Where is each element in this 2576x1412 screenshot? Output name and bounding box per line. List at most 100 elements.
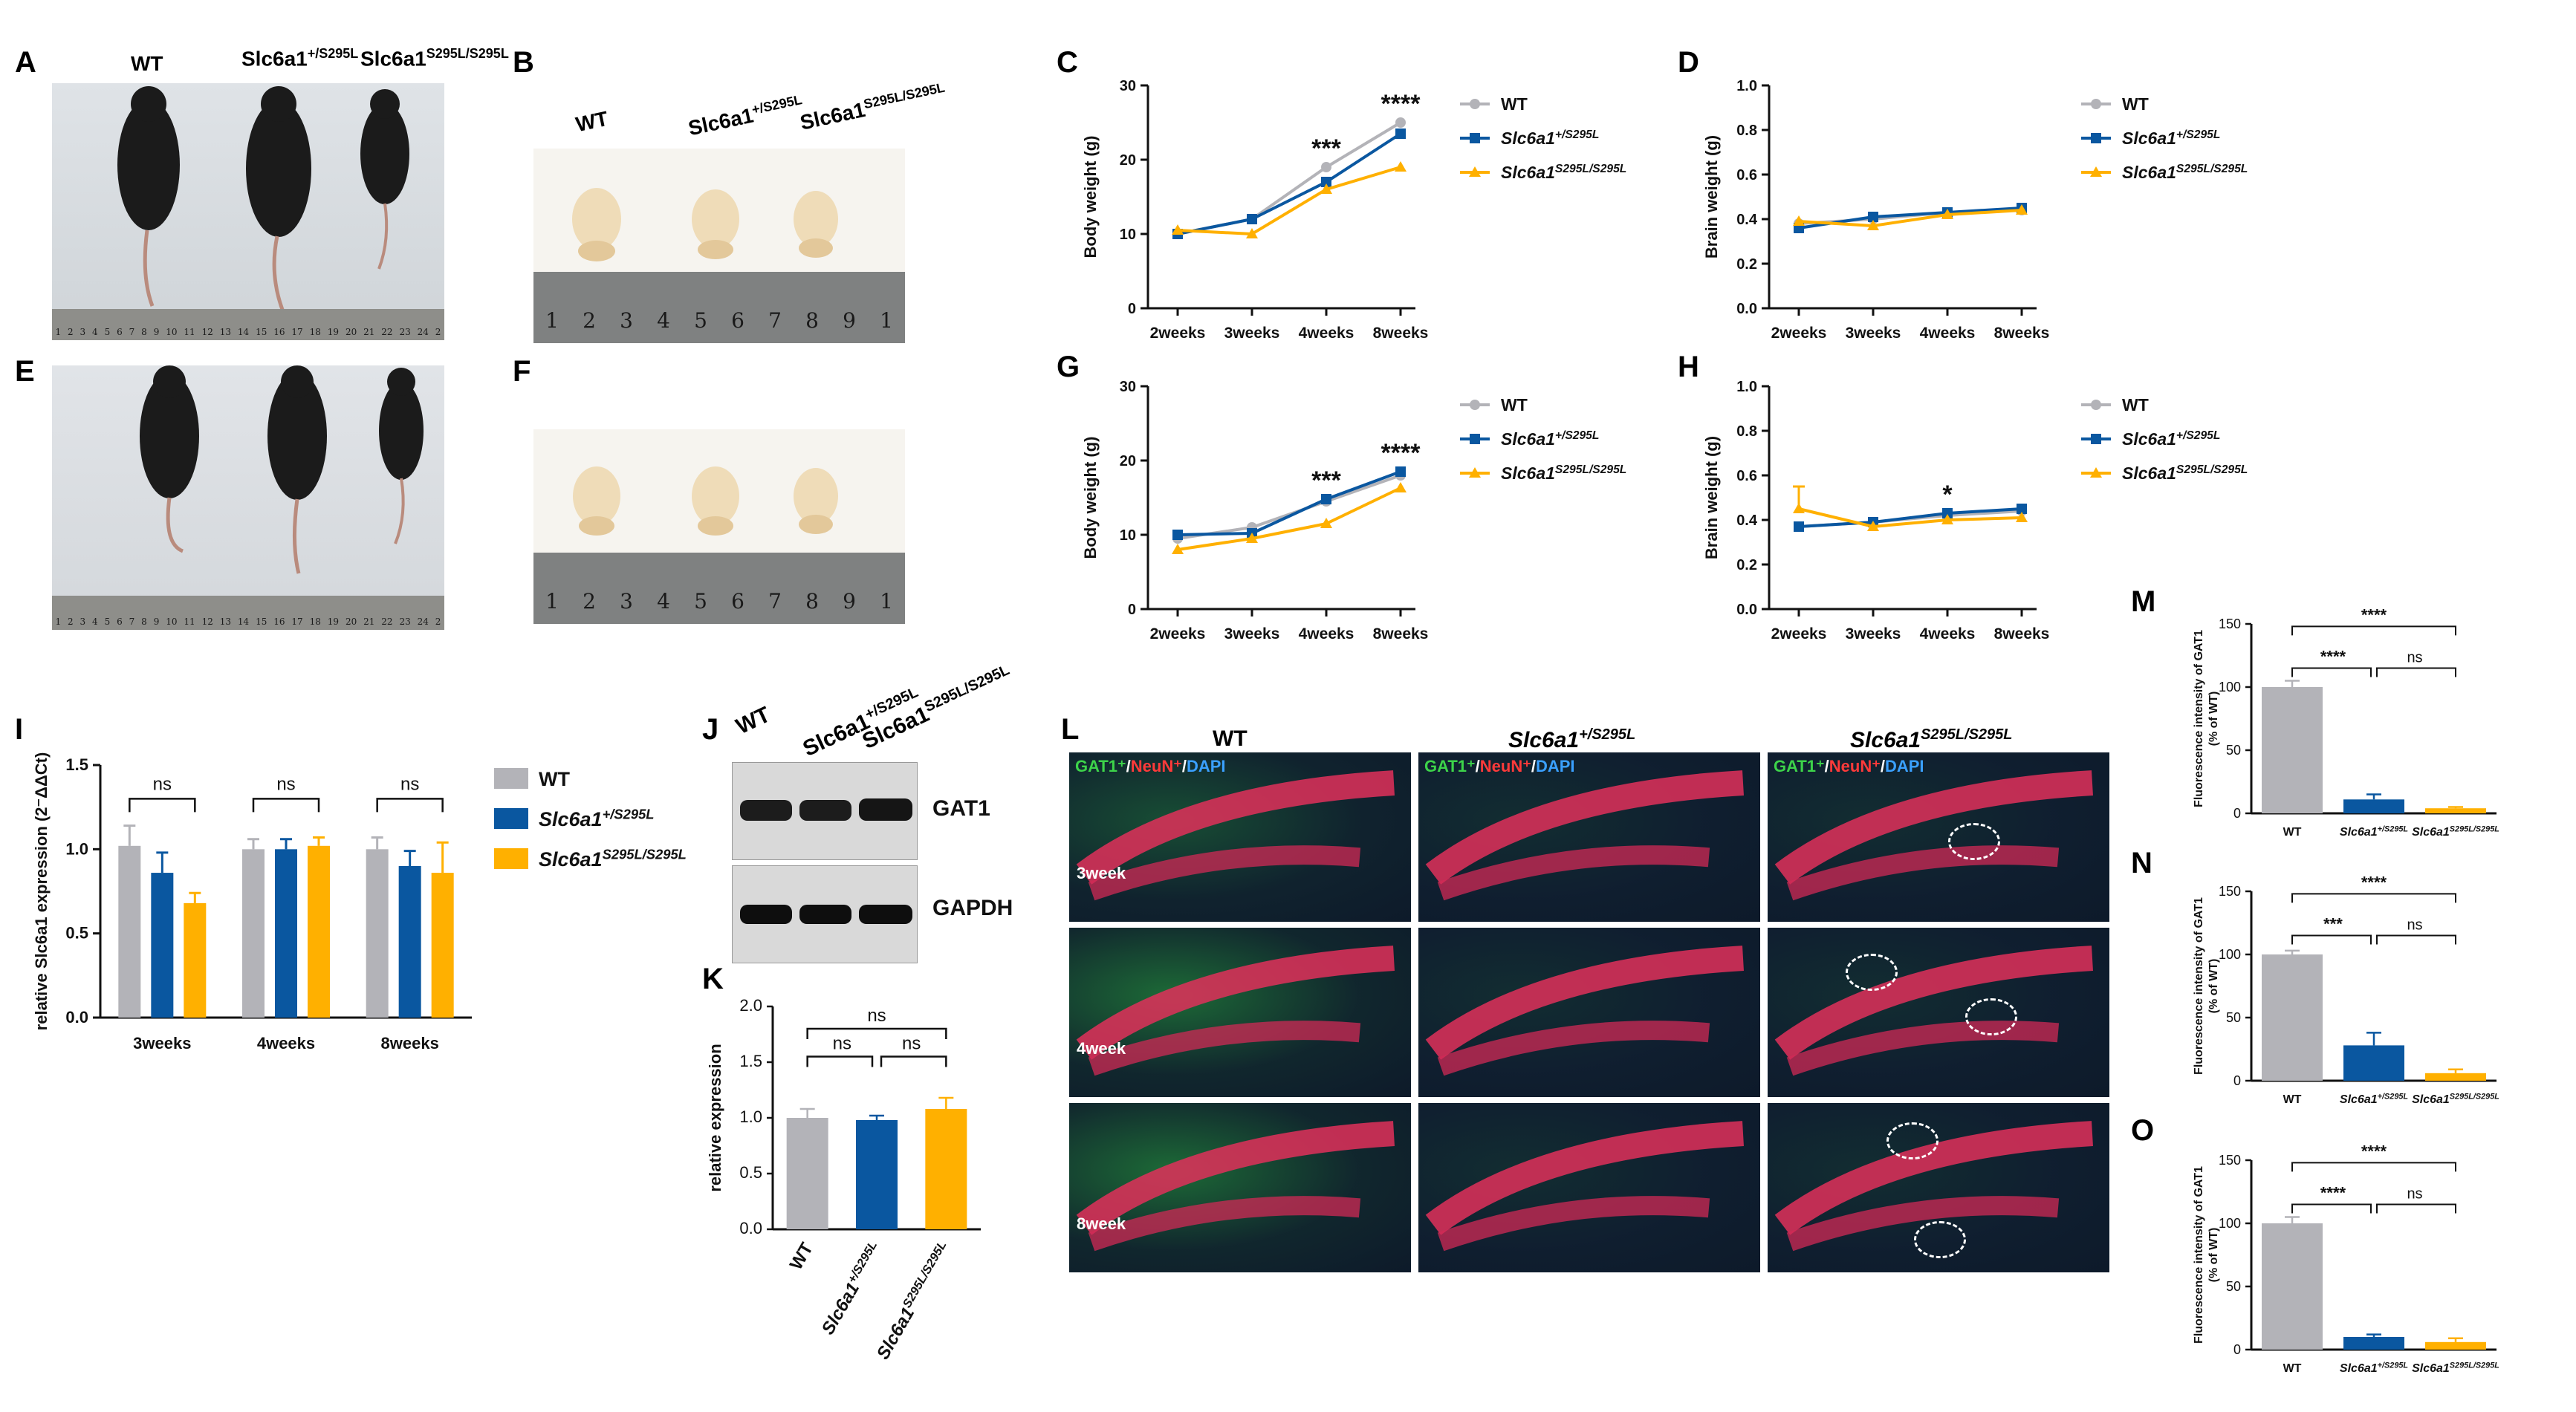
dentate-gyrus [1425, 1121, 1744, 1252]
data-point [1867, 521, 1879, 531]
micrograph-tile: GAT1⁺/NeuN⁺/DAPI [1767, 752, 2110, 923]
y-axis-label: relative expression [706, 1044, 724, 1191]
data-point [1941, 514, 1953, 524]
significance-label: ns [867, 1006, 886, 1026]
y-tick-label: 150 [2219, 884, 2241, 899]
ruler-number: 22 [381, 616, 393, 627]
mouse-photo-male: 1 2 3 4 5 6 7 8 9 10 11 12 13 14 15 16 17 18 19 20 21 22 23 24 2 [52, 83, 444, 340]
ruler-number: 5 [104, 616, 111, 627]
x-tick-label: 8weeks [1994, 325, 2050, 342]
legend-label: Slc6a1+/S295L [1501, 429, 1599, 449]
y-tick-label: 1.0 [739, 1107, 762, 1126]
x-tick-label: 2weeks [1771, 325, 1827, 342]
stain-label: GAT1⁺/NeuN⁺/DAPI [1774, 757, 1924, 775]
brain-shapes [572, 188, 838, 261]
highlight-circle [1948, 822, 2000, 860]
ruler-number: 5 [694, 589, 707, 614]
data-point [1321, 494, 1331, 504]
brain-shapes-female [573, 466, 838, 536]
week-label: 8week [1077, 1214, 1126, 1233]
bar [2425, 1341, 2486, 1350]
significance-bracket [2291, 934, 2372, 945]
legend-marker [2090, 467, 2102, 478]
legend-label: Slc6a1+/S295L [2122, 128, 2220, 148]
micrograph-tile [1418, 927, 1761, 1098]
dentate-gyrus [1076, 1121, 1395, 1252]
ruler-number: 21 [363, 616, 375, 627]
significance-bracket [2376, 934, 2456, 945]
x-tick-label: 8weeks [1994, 625, 2050, 642]
week-label: 3week [1077, 864, 1126, 882]
ruler-number: 4 [657, 589, 670, 614]
panel-label-h: H [1678, 351, 1699, 383]
significance-label: ns [2407, 650, 2422, 666]
ruler-number: 7 [768, 589, 782, 614]
x-tick-label: Slc6a1+/S295L [2340, 1361, 2408, 1375]
y-tick-label: 30 [1120, 379, 1136, 395]
dentate-gyrus [1425, 946, 1744, 1076]
significance-label: ns [276, 774, 295, 794]
ruler-number: 22 [381, 327, 393, 337]
ruler-number: 9 [153, 616, 160, 627]
data-point [1395, 128, 1406, 139]
label-l-wt: WT [1213, 726, 1248, 751]
dentate-gyrus [1774, 946, 2093, 1076]
dentate-gyrus [1774, 1121, 2093, 1252]
ruler-number: 11 [184, 616, 195, 627]
y-tick-label: 0.4 [1736, 513, 1758, 529]
label-l-hom: Slc6a1S295L/S295L [1850, 726, 2013, 752]
bar [151, 873, 174, 1018]
x-tick-label: 4weeks [1299, 625, 1354, 642]
panel-label-i: I [15, 713, 24, 746]
highlight-circle [1886, 1122, 1939, 1160]
ruler-number: 8 [805, 308, 819, 333]
ruler-number: 5 [694, 308, 707, 333]
y-tick-label: 0 [1128, 602, 1136, 618]
y-tick-label: 0.8 [1736, 423, 1757, 440]
y-tick-label: 0.2 [1736, 557, 1757, 573]
significance-bracket [2291, 1203, 2372, 1214]
legend-label: WT [2122, 94, 2149, 114]
bar [184, 902, 207, 1018]
y-tick-label: 0.6 [1736, 167, 1757, 183]
y-tick-label: 50 [2226, 1010, 2241, 1025]
data-point [1867, 220, 1879, 230]
micrograph-tile: 4week [1068, 927, 1412, 1098]
data-point [1794, 521, 1804, 532]
significance-label: ns [153, 774, 172, 794]
y-tick-label: 0 [2233, 1073, 2241, 1088]
ruler-number: 18 [309, 616, 321, 627]
data-point [1941, 209, 1953, 219]
y-tick-label: 150 [2219, 616, 2241, 631]
ruler-number: 14 [237, 616, 250, 627]
bar [242, 849, 265, 1018]
ruler-number: 11 [184, 327, 195, 337]
ruler-number: 1 [545, 308, 559, 333]
significance-label: ns [400, 774, 419, 794]
legend-label: Slc6a1+/S295L [539, 807, 655, 830]
data-point [1395, 117, 1406, 128]
y-tick-label: 1.0 [1736, 78, 1757, 94]
ruler-number: 2 [583, 308, 596, 333]
x-tick-label: 8weeks [1373, 625, 1429, 642]
legend-label: WT [1501, 94, 1528, 114]
ruler-e: 1 2 3 4 5 6 7 8 9 10 11 12 13 14 15 16 17 18 19 20 21 22 23 24 2 [52, 596, 444, 630]
label-a-wt: WT [131, 52, 163, 75]
legend-marker [2091, 434, 2101, 444]
x-tick-label: Slc6a1S295L/S295L [2412, 1361, 2499, 1375]
x-tick-label: WT [2283, 826, 2302, 839]
data-point [1247, 214, 1257, 224]
panel-label-k: K [702, 963, 724, 995]
data-point [1395, 161, 1407, 172]
y-tick-label: 0.6 [1736, 468, 1757, 484]
series-line-2 [1177, 487, 1401, 551]
legend-marker [1469, 467, 1481, 478]
significance-label: **** [1381, 439, 1421, 467]
ruler-number: 2 [67, 327, 74, 337]
ruler-number: 8 [141, 327, 147, 337]
legend-swatch [494, 808, 528, 829]
legend-label: Slc6a1S295L/S295L [2122, 463, 2248, 483]
y-tick-label: 0.0 [65, 1008, 88, 1027]
